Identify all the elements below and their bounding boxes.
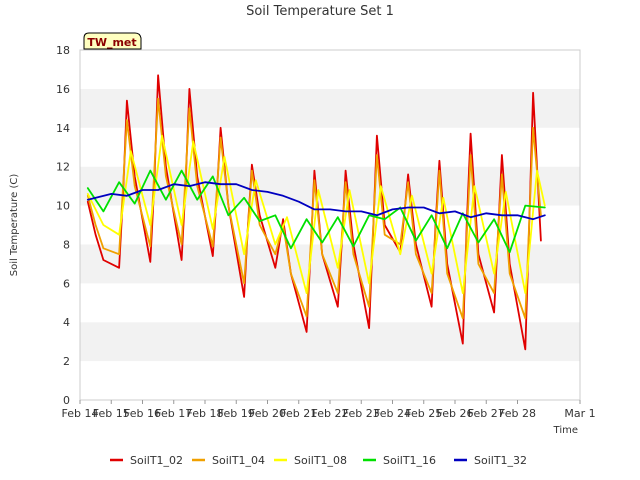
x-tick-label: Feb 15 (93, 407, 130, 420)
legend-item: SoilT1_32 (454, 454, 527, 467)
y-tick-label: 16 (56, 83, 70, 96)
y-tick-label: 14 (56, 122, 70, 135)
legend-item: SoilT1_02 (110, 454, 183, 467)
station-tag-label: TW_met (87, 36, 136, 49)
x-tick-label: Feb 24 (374, 407, 411, 420)
series-line-soilt1_08 (86, 134, 546, 295)
series-line-soilt1_16 (86, 169, 546, 254)
grid-band (80, 283, 580, 323)
legend-label: SoilT1_16 (383, 454, 436, 467)
x-tick-label: Feb 18 (187, 407, 224, 420)
x-tick-label: Feb 23 (343, 407, 380, 420)
grid-band (80, 322, 580, 362)
station-tag: TW_met (83, 32, 142, 50)
station-tag-box (83, 32, 142, 50)
grid-band (80, 166, 580, 206)
y-tick-label: 2 (63, 355, 70, 368)
y-tick-label: 18 (56, 44, 70, 57)
x-tick-label: Feb 22 (312, 407, 349, 420)
series-lines (86, 74, 546, 351)
legend: SoilT1_02 SoilT1_04 SoilT1_08 SoilT1_16 Soil… (110, 454, 527, 467)
legend-item: SoilT1_04 (192, 454, 265, 467)
y-tick-label: 4 (63, 316, 70, 329)
x-tick-label: Feb 16 (124, 407, 161, 420)
series-line-soilt1_32 (86, 181, 546, 221)
legend-label: SoilT1_32 (474, 454, 527, 467)
grid-band (80, 88, 580, 128)
y-axis: 0 2 4 6 8 10 12 14 16 18 (56, 44, 70, 407)
y-tick-label: 12 (56, 161, 70, 174)
y-axis-label: Soil Temperature (C) (9, 174, 20, 277)
grid-band (80, 50, 580, 89)
y-tick-label: 6 (63, 277, 70, 290)
legend-item: SoilT1_08 (274, 454, 347, 467)
grid-band (80, 361, 580, 400)
chart-title: Soil Temperature Set 1 (246, 4, 394, 19)
y-tick-label: 10 (56, 200, 70, 213)
y-tick-label: 8 (63, 238, 70, 251)
x-tick-label: Feb 17 (155, 407, 192, 420)
x-axis-label: Time (553, 425, 578, 436)
x-tick-label: Feb 19 (218, 407, 255, 420)
x-tick-label: Feb 27 (468, 407, 505, 420)
x-tick-label: Feb 21 (280, 407, 317, 420)
legend-label: SoilT1_04 (212, 454, 265, 467)
legend-label: SoilT1_02 (130, 454, 183, 467)
legend-item: SoilT1_16 (363, 454, 436, 467)
x-tick-label: Feb 28 (499, 407, 536, 420)
x-tick-label: Mar 1 (564, 407, 595, 420)
x-tick-label: Feb 20 (249, 407, 286, 420)
x-tick-label: Feb 26 (437, 407, 474, 420)
y-tick-label: 0 (63, 394, 70, 407)
series-line-soilt1_04 (86, 97, 542, 320)
x-tick-label: Feb 14 (62, 407, 99, 420)
legend-label: SoilT1_08 (294, 454, 347, 467)
x-tick-label: Feb 25 (405, 407, 442, 420)
